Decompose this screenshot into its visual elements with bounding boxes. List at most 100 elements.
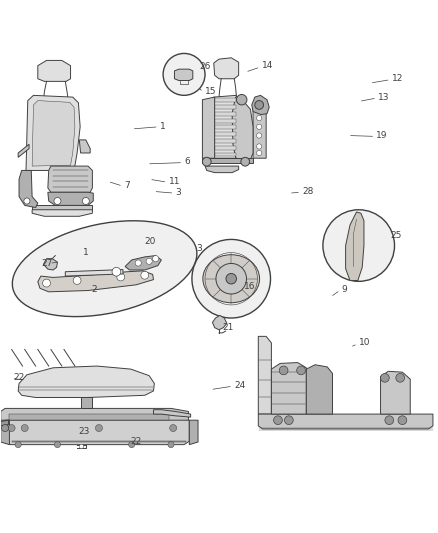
- Circle shape: [73, 277, 81, 285]
- Circle shape: [274, 416, 283, 425]
- Ellipse shape: [12, 221, 197, 317]
- Circle shape: [21, 425, 28, 432]
- Circle shape: [396, 374, 405, 382]
- Polygon shape: [32, 210, 92, 216]
- Polygon shape: [215, 119, 236, 123]
- Polygon shape: [65, 270, 123, 276]
- Circle shape: [257, 150, 262, 156]
- Circle shape: [385, 416, 394, 425]
- Polygon shape: [19, 171, 38, 207]
- Circle shape: [297, 366, 305, 375]
- Circle shape: [285, 416, 293, 425]
- Polygon shape: [215, 152, 236, 157]
- Circle shape: [255, 101, 264, 109]
- Circle shape: [95, 425, 102, 432]
- Text: 1: 1: [160, 122, 166, 131]
- Text: 19: 19: [376, 131, 388, 140]
- Polygon shape: [153, 410, 191, 417]
- Polygon shape: [253, 105, 266, 158]
- Text: 28: 28: [302, 187, 313, 196]
- Polygon shape: [32, 205, 92, 210]
- Circle shape: [129, 441, 135, 448]
- Circle shape: [279, 366, 288, 375]
- Polygon shape: [12, 441, 186, 442]
- Circle shape: [2, 425, 9, 432]
- Polygon shape: [79, 140, 90, 153]
- Circle shape: [79, 444, 84, 449]
- Polygon shape: [26, 95, 80, 171]
- Circle shape: [163, 53, 205, 95]
- Polygon shape: [1, 420, 9, 426]
- Circle shape: [152, 256, 159, 262]
- Polygon shape: [125, 256, 161, 270]
- Text: 3: 3: [175, 188, 181, 197]
- Text: 16: 16: [244, 281, 256, 290]
- Text: 22: 22: [13, 373, 24, 382]
- Text: 1: 1: [83, 248, 88, 257]
- Circle shape: [226, 273, 237, 284]
- Polygon shape: [215, 146, 236, 150]
- Polygon shape: [18, 144, 29, 157]
- Circle shape: [112, 268, 121, 276]
- Polygon shape: [81, 398, 92, 408]
- Circle shape: [216, 263, 247, 294]
- Text: 23: 23: [78, 427, 90, 436]
- Polygon shape: [215, 105, 236, 109]
- Circle shape: [257, 144, 262, 149]
- Circle shape: [257, 133, 262, 138]
- Text: 12: 12: [392, 74, 403, 83]
- Circle shape: [24, 198, 30, 204]
- Polygon shape: [189, 420, 198, 445]
- Text: 14: 14: [262, 61, 273, 70]
- Circle shape: [54, 441, 60, 448]
- Circle shape: [42, 279, 50, 287]
- Circle shape: [8, 425, 15, 432]
- Polygon shape: [201, 158, 253, 163]
- Polygon shape: [32, 101, 75, 166]
- Polygon shape: [5, 420, 189, 445]
- Polygon shape: [272, 362, 306, 414]
- Circle shape: [257, 124, 262, 130]
- Circle shape: [146, 258, 152, 264]
- Polygon shape: [10, 414, 169, 420]
- Text: 11: 11: [169, 177, 180, 186]
- Text: 27: 27: [41, 259, 52, 268]
- Circle shape: [135, 260, 141, 266]
- Polygon shape: [215, 132, 236, 136]
- Circle shape: [82, 198, 89, 205]
- Circle shape: [54, 198, 61, 205]
- Polygon shape: [252, 95, 269, 115]
- Polygon shape: [258, 336, 272, 414]
- Polygon shape: [48, 192, 93, 205]
- Text: 9: 9: [341, 285, 347, 294]
- Polygon shape: [38, 60, 71, 82]
- Polygon shape: [212, 316, 227, 330]
- Polygon shape: [43, 259, 57, 270]
- Text: 13: 13: [378, 93, 390, 102]
- Text: 3: 3: [196, 244, 202, 253]
- Polygon shape: [174, 69, 193, 80]
- Text: 24: 24: [234, 381, 246, 390]
- Polygon shape: [215, 112, 236, 116]
- Circle shape: [237, 94, 247, 105]
- Circle shape: [241, 157, 250, 166]
- Polygon shape: [232, 97, 253, 161]
- Circle shape: [141, 271, 149, 279]
- Text: 20: 20: [144, 237, 155, 246]
- Circle shape: [117, 273, 125, 281]
- Polygon shape: [38, 271, 153, 292]
- Polygon shape: [258, 414, 433, 429]
- Circle shape: [202, 157, 211, 166]
- Polygon shape: [215, 125, 236, 130]
- Circle shape: [15, 441, 21, 448]
- Text: 21: 21: [223, 323, 234, 332]
- Polygon shape: [381, 372, 410, 414]
- Text: 10: 10: [359, 338, 370, 348]
- Polygon shape: [205, 166, 239, 173]
- Polygon shape: [48, 166, 92, 192]
- Circle shape: [168, 441, 174, 448]
- Text: 15: 15: [205, 87, 216, 96]
- Polygon shape: [346, 212, 364, 280]
- Text: 25: 25: [390, 231, 402, 239]
- Polygon shape: [214, 58, 239, 79]
